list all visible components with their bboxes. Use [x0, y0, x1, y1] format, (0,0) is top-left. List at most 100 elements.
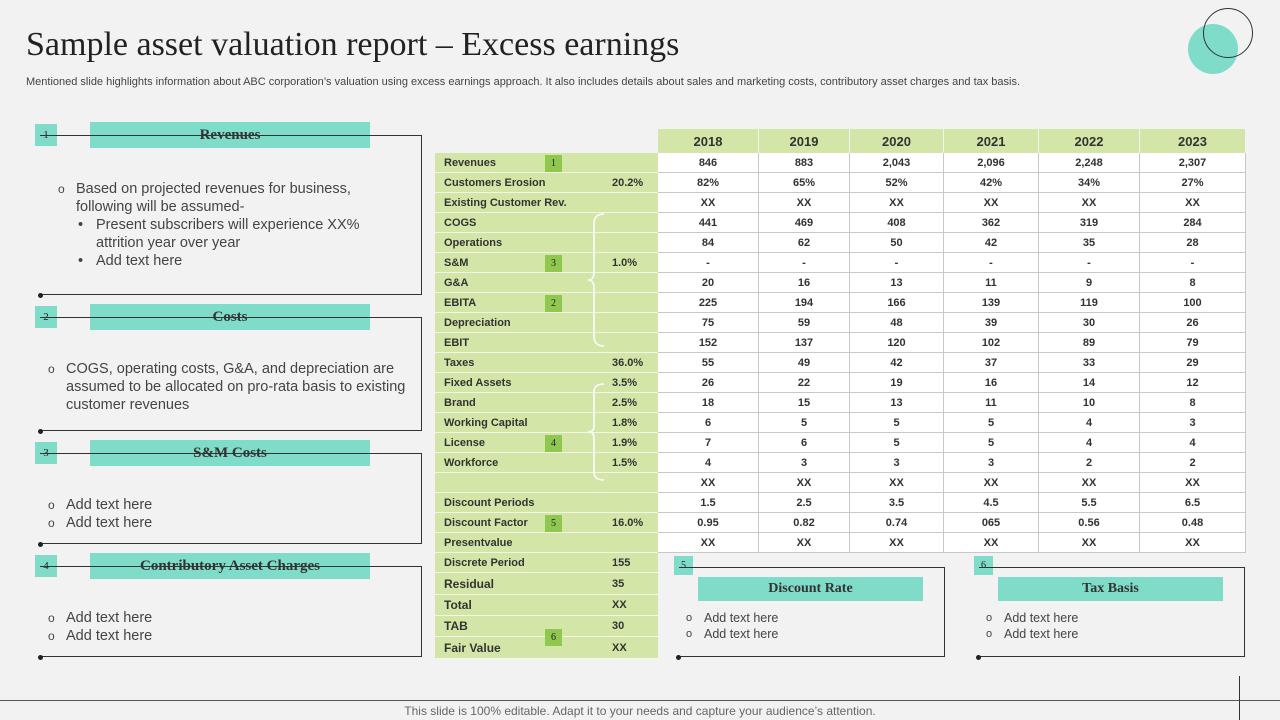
table-cell: XX [944, 473, 1039, 493]
table-cell: 59 [759, 313, 850, 333]
table-cell: XX [658, 193, 759, 213]
page-title: Sample asset valuation report – Excess e… [26, 26, 680, 63]
table-cell: 4 [1039, 433, 1140, 453]
table-cell: 42% [944, 173, 1039, 193]
year-header: 2019 [759, 129, 850, 153]
summary-row: Discrete Period 155 [435, 553, 658, 573]
table-cell: 5.5 [1039, 493, 1140, 513]
row-rate: 3.5% [612, 377, 638, 389]
panel-bracket-1 [40, 135, 422, 295]
table-cell: - [658, 253, 759, 273]
summary-label: Residual [444, 577, 495, 591]
table-cell: 2 [1039, 453, 1140, 473]
table-row: Customers Erosion 20.2% [435, 173, 658, 193]
table-cell: 33 [1039, 353, 1140, 373]
sub-bullet-text: Add text here [58, 252, 398, 270]
bracket-dot [38, 655, 43, 660]
bullet-text: Add text here [686, 610, 926, 626]
table-cell: XX [658, 473, 759, 493]
table-cell: 11 [944, 273, 1039, 293]
table-row: Brand 2.5% [435, 393, 658, 413]
summary-value: 30 [612, 620, 625, 632]
summary-label: Total [444, 598, 472, 612]
table-cell: XX [944, 533, 1039, 553]
table-cell: 82% [658, 173, 759, 193]
table-cell: 26 [1140, 313, 1246, 333]
panel-body-sm-costs: Add text here Add text here [48, 496, 388, 532]
row-label: EBITA [444, 297, 477, 309]
table-cell: 883 [759, 153, 850, 173]
table-cell: 3 [759, 453, 850, 473]
table-cell: 6 [759, 433, 850, 453]
bracket-dot [38, 542, 43, 547]
summary-value: 155 [612, 557, 631, 569]
row-rate: 1.9% [612, 437, 638, 449]
row-label: Discount Factor [444, 517, 528, 529]
table-cell: 065 [944, 513, 1039, 533]
bracket-dot [676, 655, 681, 660]
panel-body-contributory: Add text here Add text here [48, 609, 388, 645]
table-row: Taxes 36.0% [435, 353, 658, 373]
table-cell: 2.5 [759, 493, 850, 513]
table-cell: 15 [759, 393, 850, 413]
table-cell: 5 [759, 413, 850, 433]
table-cell: 8 [1140, 273, 1246, 293]
bullet-text: Add text here [986, 626, 1226, 642]
table-cell: 100 [1140, 293, 1246, 313]
table-cell: 3.5 [850, 493, 944, 513]
table-cell: XX [759, 533, 850, 553]
table-row: Discount Factor 16.0% [435, 513, 658, 533]
table-cell: 7 [658, 433, 759, 453]
table-cell: XX [944, 193, 1039, 213]
table-row: Working Capital 1.8% [435, 413, 658, 433]
row-tag: 2 [545, 295, 562, 312]
row-label: COGS [444, 217, 477, 229]
summary-row: Total XX [435, 595, 658, 616]
row-label: Customers Erosion [444, 177, 546, 189]
table-cell: 52% [850, 173, 944, 193]
row-label: Operations [444, 237, 503, 249]
table-cell: 49 [759, 353, 850, 373]
panel-body-revenues: Based on projected revenues for business… [58, 180, 398, 270]
bracket-dot [38, 293, 43, 298]
table-cell: 2,307 [1140, 153, 1246, 173]
bullet-text: Add text here [686, 626, 926, 642]
row-label: Discount Periods [444, 497, 535, 509]
table-cell: 48 [850, 313, 944, 333]
table-cell: XX [1039, 533, 1140, 553]
table-cell: 37 [944, 353, 1039, 373]
table-cell: 0.48 [1140, 513, 1246, 533]
bullet-text: Based on projected revenues for business… [58, 180, 398, 216]
table-cell: - [1140, 253, 1246, 273]
table-cell: 11 [944, 393, 1039, 413]
table-cell: 4 [1140, 433, 1246, 453]
table-cell: 3 [850, 453, 944, 473]
row-rate: 36.0% [612, 357, 644, 369]
box-number-6: 6 [974, 556, 993, 575]
footer-divider [0, 700, 1280, 701]
table-cell: 3 [1140, 413, 1246, 433]
table-cell: 846 [658, 153, 759, 173]
row-label: Fixed Assets [444, 377, 512, 389]
table-cell: 137 [759, 333, 850, 353]
table-cell: 284 [1140, 213, 1246, 233]
decorative-ring [1203, 8, 1253, 58]
table-cell: 441 [658, 213, 759, 233]
summary-label: Fair Value [444, 641, 501, 655]
table-cell: XX [850, 533, 944, 553]
table-cell: 65% [759, 173, 850, 193]
bullet-text: Add text here [48, 609, 388, 627]
table-cell: 5 [850, 433, 944, 453]
table-row: Fixed Assets 3.5% [435, 373, 658, 393]
row-label: EBIT [444, 337, 470, 349]
table-cell: 469 [759, 213, 850, 233]
bullet-text: Add text here [48, 514, 388, 532]
table-cell: - [1039, 253, 1140, 273]
box-body-discount-rate: Add text here Add text here [686, 610, 926, 642]
table-row: EBIT [435, 333, 658, 353]
table-cell: 14 [1039, 373, 1140, 393]
row-label: Presentvalue [444, 537, 513, 549]
table-row: Existing Customer Rev. [435, 193, 658, 213]
row-tag: 5 [545, 515, 562, 532]
table-cell: 10 [1039, 393, 1140, 413]
